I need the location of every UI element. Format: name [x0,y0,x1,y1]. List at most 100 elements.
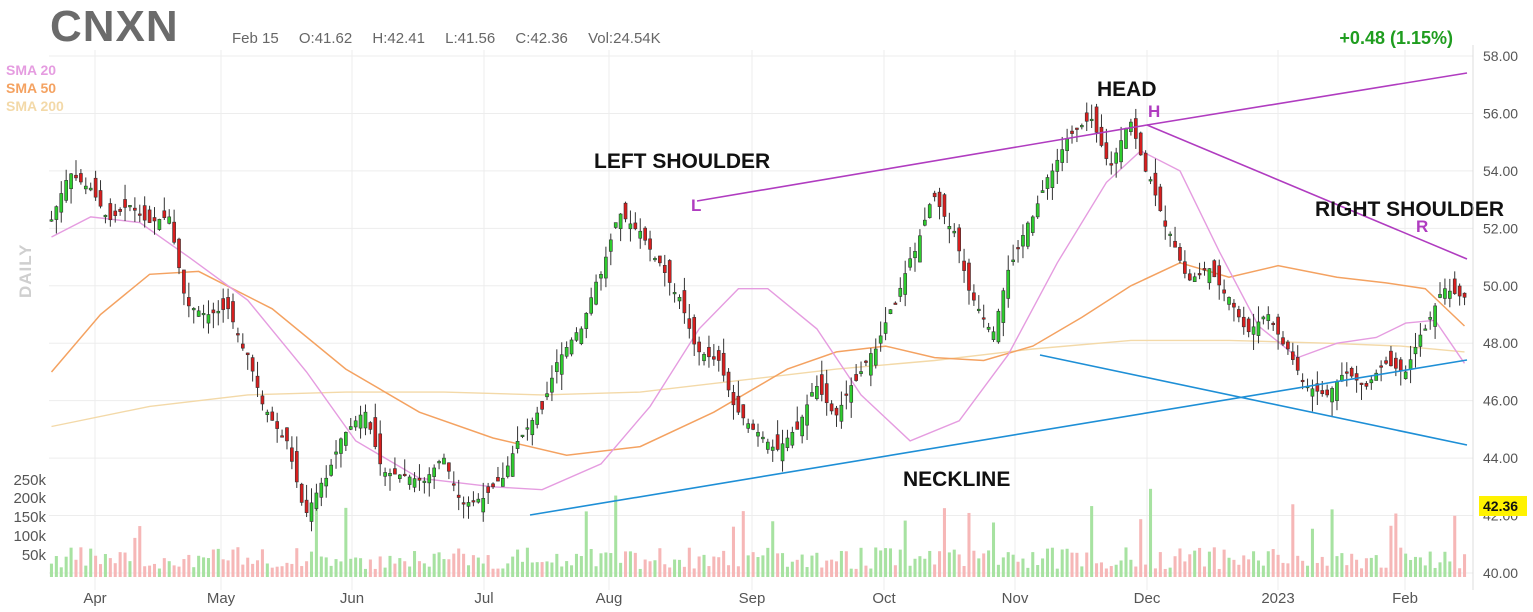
volume-bar [295,548,299,577]
candle-body [662,265,667,273]
candle-body [1443,288,1447,299]
candle-body [1438,294,1442,298]
candle-body [294,451,299,483]
volume-bar [653,560,657,577]
candle-body [677,296,682,302]
volume-bar [197,555,201,577]
candle-body [1428,317,1433,320]
candle-body [373,417,378,447]
volume-bar [309,551,314,577]
volume-bar [192,567,196,577]
x-tick-label: Jul [474,590,493,607]
candle-body [1119,140,1123,163]
candle-body [1050,170,1055,189]
candle-body [447,462,451,472]
volume-bar [64,556,68,577]
candle-body [898,287,903,297]
volume-bar [334,559,338,577]
candle-body [1183,261,1187,274]
candle-body [873,348,878,366]
candle-body [211,309,216,314]
candle-body [74,174,78,179]
candle-body [569,339,574,355]
candle-body [599,274,603,279]
candle-body [1138,132,1143,156]
candle-body [167,216,172,224]
volume-bar [903,520,907,577]
volume-bar [682,566,686,577]
pattern-lines [529,72,1468,516]
volume-bar [1409,559,1413,577]
candle-body [515,440,520,449]
candle-body [1192,276,1197,282]
volume-bar [1163,568,1167,577]
last-price-box [1479,496,1527,516]
candle-body [1423,328,1428,331]
ohlc-readout: Feb 15 O:41.62 H:42.41 L:41.56 C:42.36 V… [232,30,677,47]
volume-bar [1129,559,1133,577]
volume-bar [462,553,466,577]
candle-body [491,483,495,488]
volume-bar [1252,551,1256,577]
volume-bar [1149,488,1153,577]
y-tick-label: 48.00 [1483,335,1518,351]
volume-bar [432,553,436,577]
candle-body [196,310,201,317]
shoulder-line-left [696,124,1148,202]
volume-bar [285,562,289,577]
candle-body [496,477,500,482]
candle-body [1001,290,1006,323]
volume-bar [216,548,220,577]
volume-bar [354,557,358,577]
candle-body [329,464,333,476]
candle-body [1403,371,1408,379]
candle-body [824,383,829,404]
volume-bar [1153,568,1157,577]
candle-body [981,317,986,320]
volume-bar [545,561,549,577]
candle-body [972,292,976,301]
candle-body [923,219,927,226]
candle-body [1148,179,1153,182]
volume-bar [187,554,191,577]
candle-body [1379,365,1383,368]
quote-low: L:41.56 [445,30,496,47]
candle-body [520,434,525,437]
candle-body [270,411,275,421]
candle-body [412,478,417,488]
candle-body [986,326,991,330]
volume-bar [1075,552,1079,577]
candle-body [486,486,490,493]
candle-body [260,395,265,405]
candle-body [49,219,54,222]
volume-bar [638,568,642,577]
volume-bar [888,548,892,577]
candle-body [1124,127,1128,149]
volume-bar [388,555,392,577]
marker-h: H [1148,102,1160,121]
volume-bar [1041,558,1045,577]
candle-body [1452,278,1457,294]
volume-bar [599,553,603,577]
marker-r: R [1416,217,1428,236]
volume-bar [1247,559,1251,577]
volume-bar [1144,564,1148,577]
candle-body [113,210,118,216]
candle-body [471,500,476,503]
volume-bar [162,558,166,577]
volume-bar [1355,559,1359,577]
volume-bar [442,559,446,577]
candle-body [118,209,122,212]
candle-body [1089,118,1094,122]
candle-body [221,298,226,310]
volume-bar [393,563,397,577]
candle-body [69,173,73,190]
candle-body [378,433,383,465]
candle-body [1217,265,1222,286]
volume-bar [1379,567,1383,577]
volume-bar [1453,515,1457,577]
volume-bar [1198,547,1202,577]
candle-body [1344,371,1349,374]
volume-bar [314,507,318,577]
